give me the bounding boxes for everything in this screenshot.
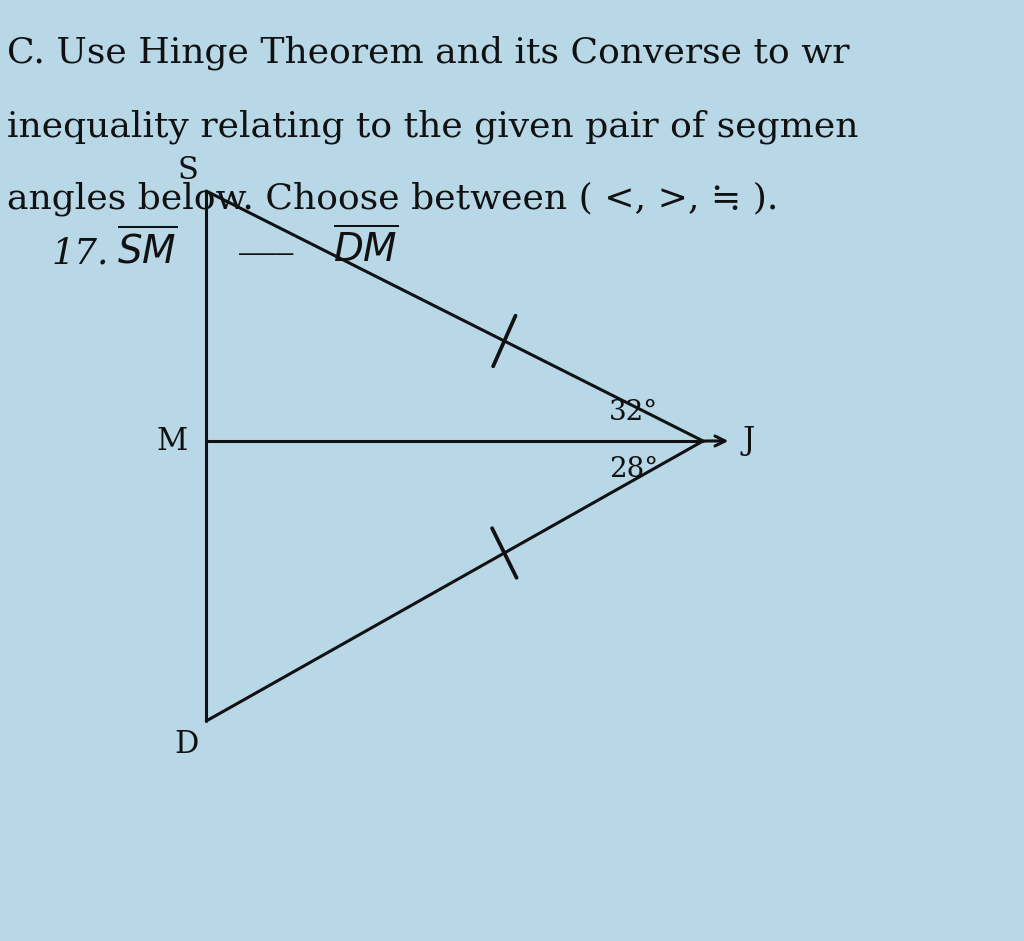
Text: ___: ___ [239, 221, 294, 255]
Text: M: M [157, 425, 187, 456]
Text: 17.: 17. [51, 236, 110, 270]
Text: $\overline{\mathit{SM}}$: $\overline{\mathit{SM}}$ [117, 228, 177, 271]
Text: 32°: 32° [609, 399, 658, 426]
Text: C. Use Hinge Theorem and its Converse to wr: C. Use Hinge Theorem and its Converse to… [7, 36, 850, 71]
Text: D: D [174, 729, 199, 760]
Text: inequality relating to the given pair of segmen: inequality relating to the given pair of… [7, 109, 859, 143]
Text: J: J [742, 425, 755, 456]
Text: 28°: 28° [609, 456, 658, 483]
Text: S: S [178, 155, 199, 186]
Text: angles below. Choose between ( <, >, ≒ ).: angles below. Choose between ( <, >, ≒ )… [7, 181, 779, 215]
Text: $\overline{\mathit{DM}}$: $\overline{\mathit{DM}}$ [333, 228, 398, 270]
